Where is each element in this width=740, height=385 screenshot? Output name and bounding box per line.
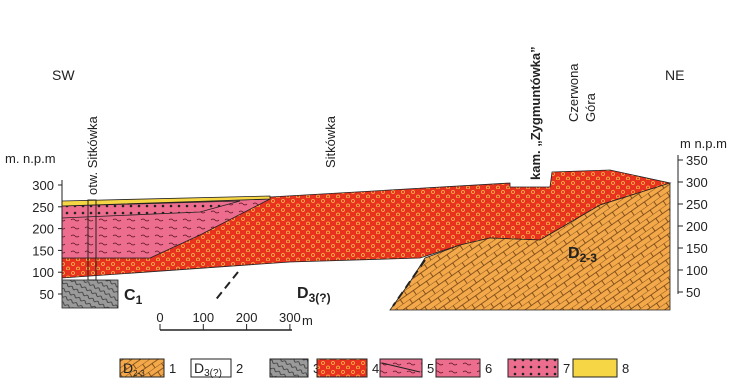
legend-number: 6 [485,361,492,376]
legend-swatch [270,359,308,377]
unit-main: D [194,360,204,376]
legend-number: 5 [427,361,434,376]
legend-swatch [317,359,367,377]
legend-swatch [573,359,617,377]
place-label: otw. Sitkówka [85,115,100,195]
geology [62,170,670,310]
unit-sub: 3(?) [204,368,222,379]
tick-label: 200 [32,222,54,237]
place-label: kam. „Zygmuntówka” [528,46,543,180]
unit-sub: 2-3 [580,251,598,265]
tick-label: 50 [686,285,700,300]
legend-number: 2 [236,361,243,376]
direction: NE [665,67,684,83]
tick-label: 250 [686,197,708,212]
cross-section: SW NE m. n.p.m m n.p.m otw. Sitkówka Sit… [0,0,740,385]
tick-label: 200 [236,310,258,325]
direction: SW [52,67,75,83]
tick-label: 250 [32,200,54,215]
legend-number: 8 [622,361,629,376]
unit-main: D [568,245,580,262]
tick-label: 300 [686,175,708,190]
tick-label: 100 [32,265,54,280]
layer-3 [62,280,118,308]
legend-number: 1 [169,361,176,376]
tick-label: 100 [686,263,708,278]
tick-label: 300 [32,178,54,193]
unit-sub: 2-3 [133,369,145,378]
tick-label: 100 [192,310,214,325]
unit-main: D [297,285,309,302]
legend-swatch [508,359,558,377]
legend-number: 7 [563,361,570,376]
axis-title: m n.p.m [680,136,727,151]
fault [214,272,238,302]
tick-label: 300 [279,310,301,325]
unit-main: C [124,287,136,304]
unit-label: C1 [124,287,143,307]
unit-label: D3(?) [297,285,331,305]
tick-label: 150 [32,243,54,258]
tick-label: 50 [40,287,54,302]
legend-number: 4 [372,361,379,376]
place-label: Sitkówka [323,115,338,168]
place-label: Czerwona [566,63,581,122]
tick-label: 200 [686,219,708,234]
unit-sub: 3(?) [309,291,331,305]
legend-swatch [436,359,480,377]
scale-unit: m [302,313,313,328]
tick-label: 150 [686,241,708,256]
unit-main: D [123,360,133,376]
axis-title: m. n.p.m [5,151,56,166]
unit-sub: 1 [136,293,143,307]
place-label: Góra [583,92,598,122]
tick-label: 350 [686,153,708,168]
tick-label: 0 [156,310,163,325]
